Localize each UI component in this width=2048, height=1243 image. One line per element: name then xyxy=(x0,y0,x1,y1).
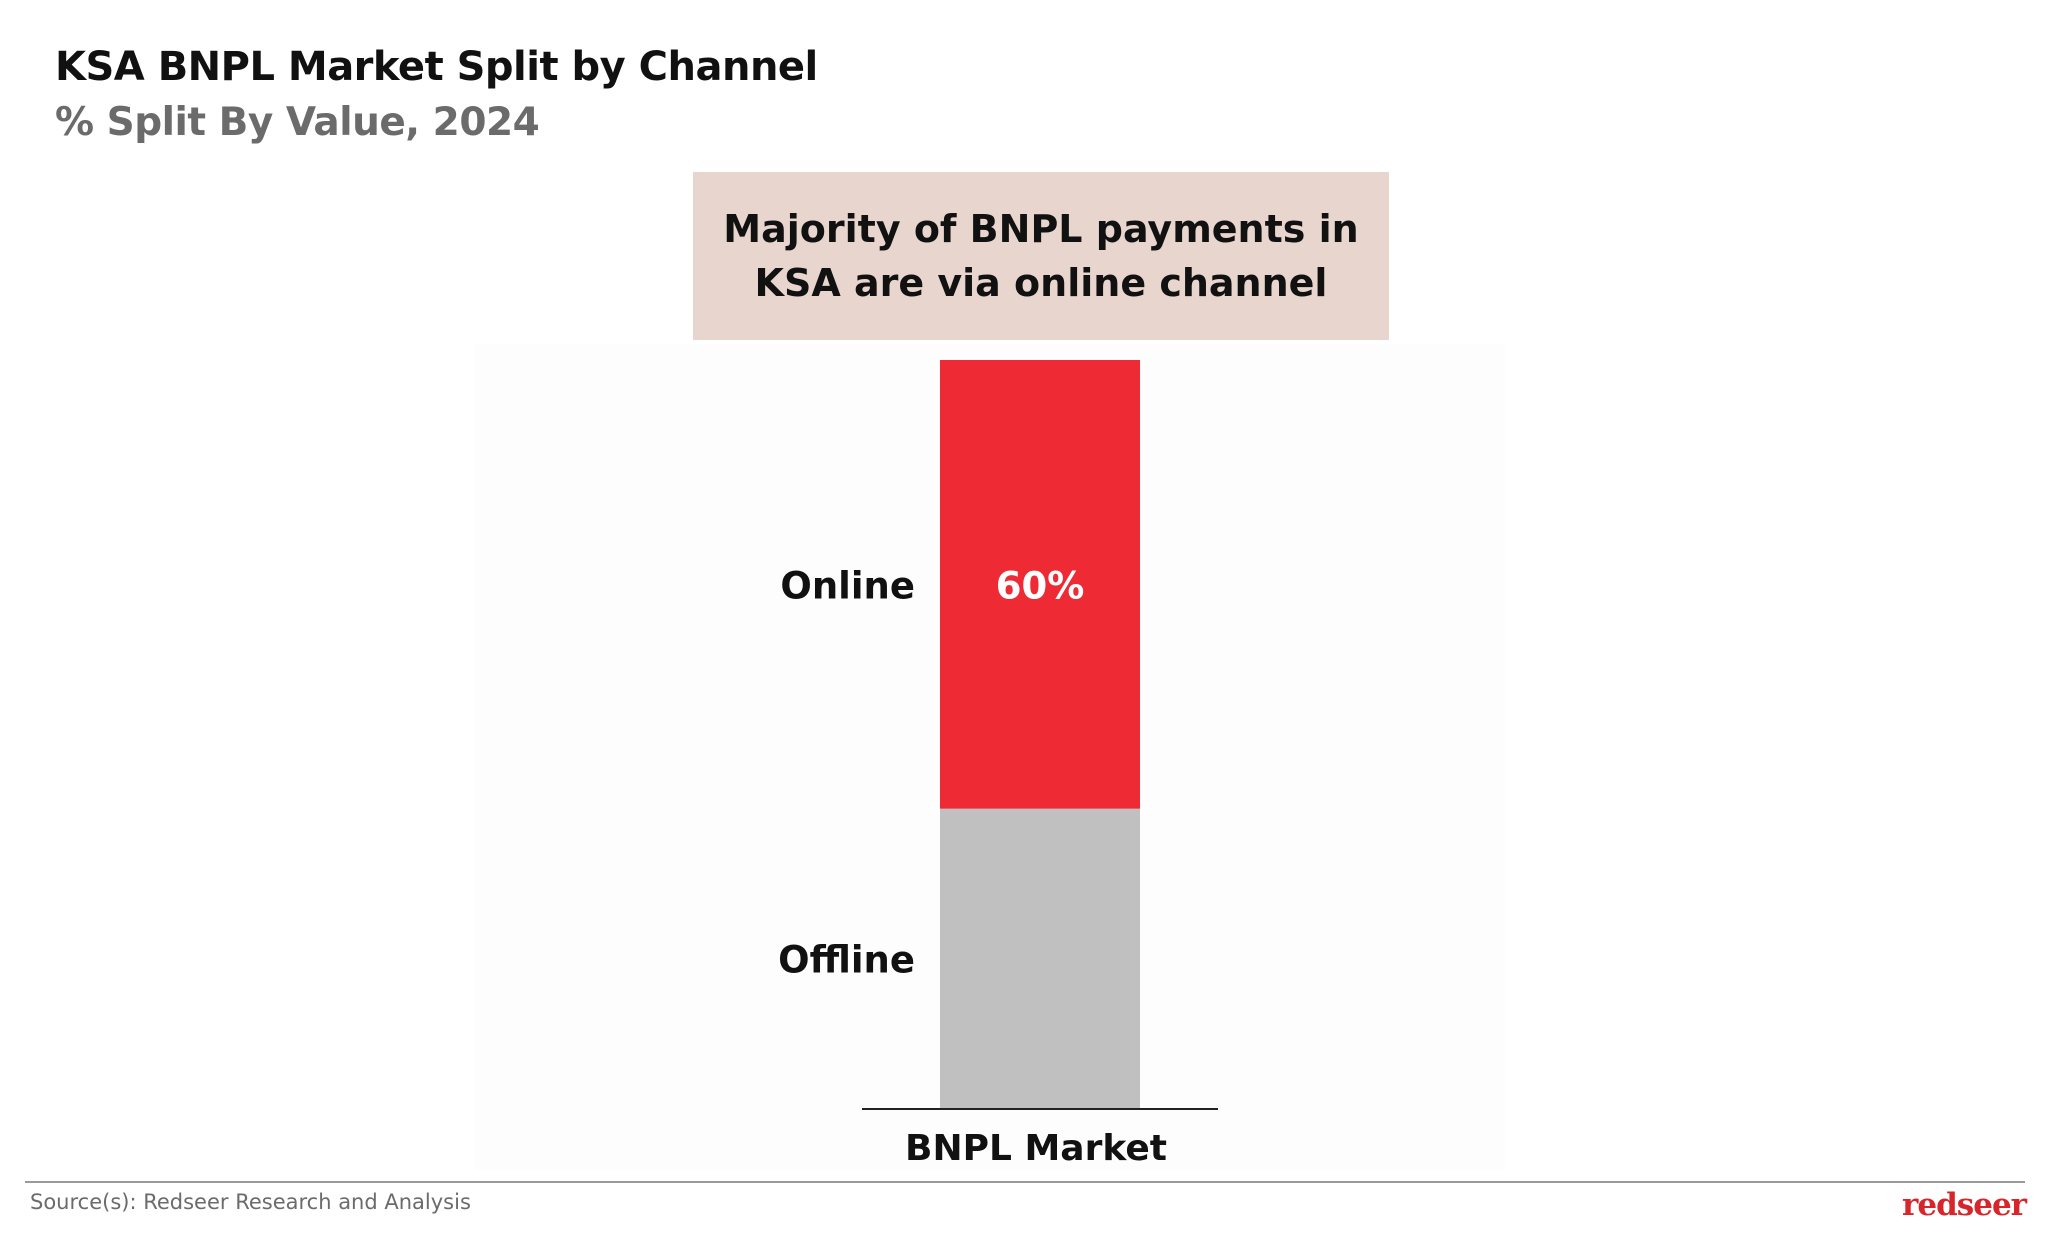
bar-segment-offline xyxy=(940,808,1140,1108)
callout-text: Majority of BNPL payments in KSA are via… xyxy=(723,207,1359,305)
redseer-logo: redseer xyxy=(1902,1187,2027,1223)
category-label: BNPL Market xyxy=(905,1128,1167,1169)
key-insight-callout: Majority of BNPL payments in KSA are via… xyxy=(693,172,1389,340)
source-note: Source(s): Redseer Research and Analysis xyxy=(30,1190,471,1214)
series-label-online: Online xyxy=(780,564,915,607)
bar-segment-online xyxy=(940,360,1140,809)
chart-title: KSA BNPL Market Split by Channel xyxy=(55,44,818,90)
footer-divider xyxy=(25,1181,2025,1183)
series-label-offline: Offline xyxy=(778,938,915,981)
data-label-online: 60% xyxy=(996,564,1085,607)
chart-subtitle: % Split By Value, 2024 xyxy=(55,100,540,145)
